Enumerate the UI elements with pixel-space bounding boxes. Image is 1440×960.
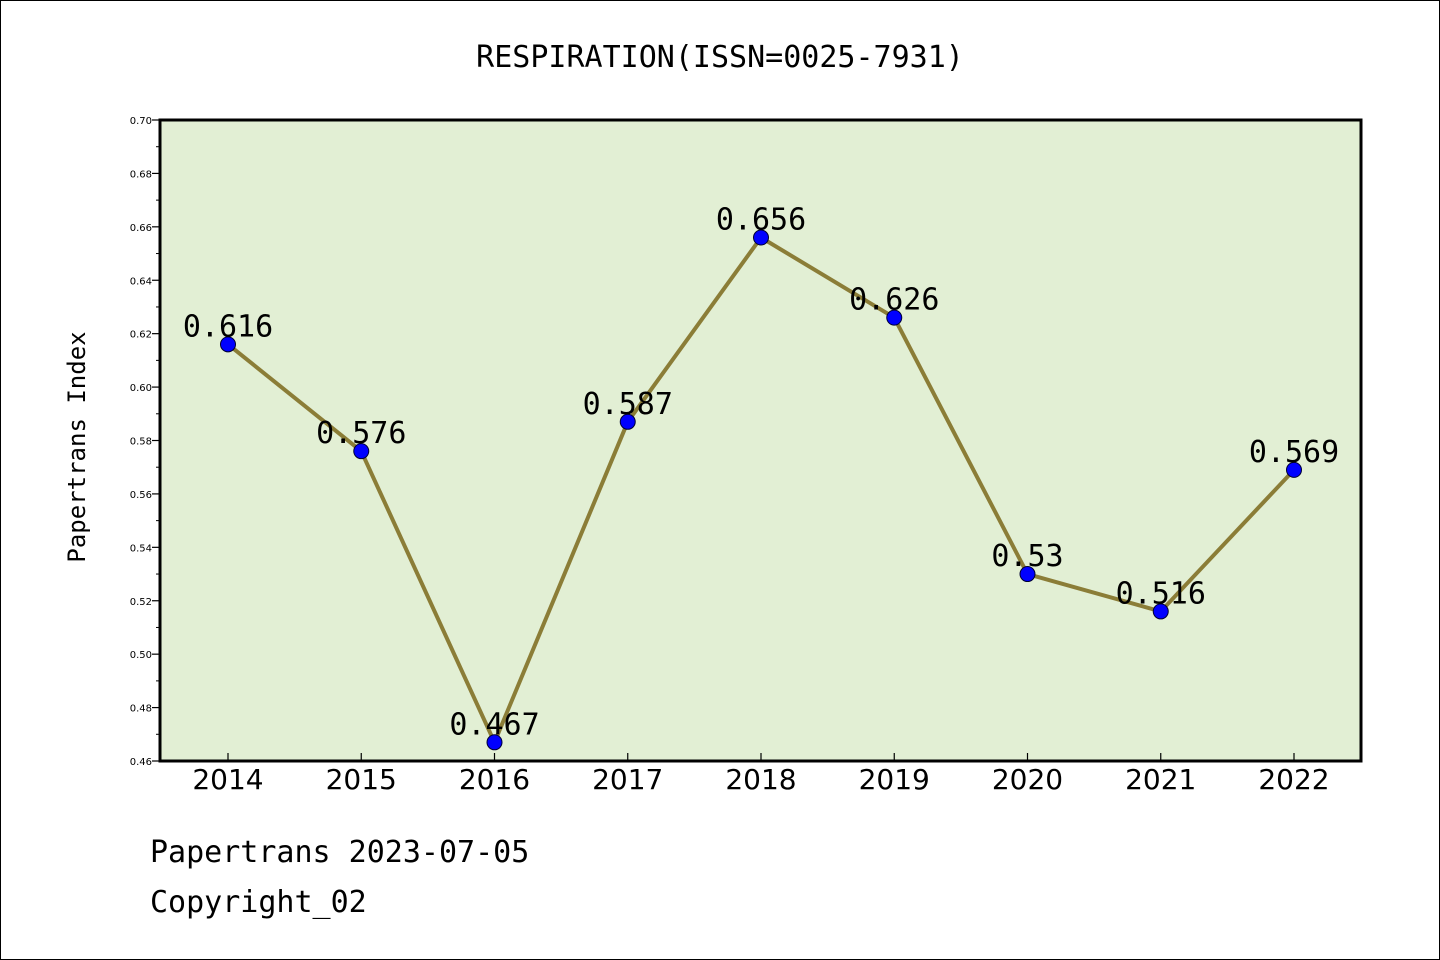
data-label: 0.516 <box>1116 576 1206 611</box>
data-points <box>220 229 1302 751</box>
data-point <box>486 734 503 751</box>
y-tick-label: 0.60 <box>130 383 152 394</box>
y-tick-label: 0.70 <box>130 116 152 127</box>
data-label: 0.656 <box>716 203 806 238</box>
x-tick-label: 2019 <box>859 763 930 796</box>
data-point <box>220 336 236 353</box>
x-tick-label: 2015 <box>326 763 397 796</box>
y-tick-label: 0.56 <box>130 490 152 501</box>
y-tick-label: 0.62 <box>130 330 152 341</box>
data-label: 0.587 <box>583 387 673 422</box>
data-point <box>753 229 769 246</box>
x-tick-label: 2018 <box>725 763 796 796</box>
y-tick-label: 0.64 <box>130 276 152 287</box>
data-label: 0.616 <box>183 309 273 344</box>
y-tick-label: 0.50 <box>130 650 152 661</box>
plot-area <box>160 120 1361 761</box>
plot-border <box>158 118 1363 763</box>
x-tick-label: 2021 <box>1125 763 1196 796</box>
y-axis-label: Papertrans Index <box>63 331 91 562</box>
data-point <box>1019 566 1036 583</box>
chart-title: RESPIRATION(ISSN=0025-7931) <box>476 40 964 75</box>
y-tick-label: 0.66 <box>130 223 152 234</box>
x-tick-label: 2022 <box>1258 763 1329 796</box>
data-point <box>619 413 636 430</box>
data-point <box>1152 603 1169 620</box>
data-label: 0.53 <box>991 539 1063 574</box>
x-tick-label: 2016 <box>459 763 530 796</box>
x-tick-label: 2017 <box>592 763 663 796</box>
data-label: 0.576 <box>316 416 406 451</box>
data-label: 0.569 <box>1249 435 1339 470</box>
footer-copyright: Copyright_02 <box>150 885 367 920</box>
data-point <box>353 443 370 460</box>
y-tick-label: 0.68 <box>130 169 152 180</box>
data-label: 0.626 <box>849 283 939 318</box>
x-axis: 2014 2015 2016 2017 2018 2019 2020 2021 2022 <box>192 753 1330 796</box>
data-labels: 0.616 0.576 0.467 0.587 0.656 0.626 0.53 0.516 0… <box>183 203 1339 743</box>
y-tick-label: 0.48 <box>130 704 152 715</box>
y-tick-label: 0.58 <box>130 437 152 448</box>
data-point <box>886 309 903 326</box>
x-tick-label: 2020 <box>992 763 1063 796</box>
y-axis: 0.46 0.48 0.50 0.52 0.54 0.56 0.58 0.60 0.62 0.64… <box>130 116 160 768</box>
data-label: 0.467 <box>449 707 539 742</box>
y-tick-label: 0.52 <box>130 597 152 608</box>
y-tick-label: 0.54 <box>130 543 152 554</box>
footer-date: Papertrans 2023-07-05 <box>150 835 530 870</box>
x-tick-label: 2014 <box>192 763 263 796</box>
y-tick-label: 0.46 <box>130 757 152 768</box>
data-point <box>1286 461 1302 478</box>
